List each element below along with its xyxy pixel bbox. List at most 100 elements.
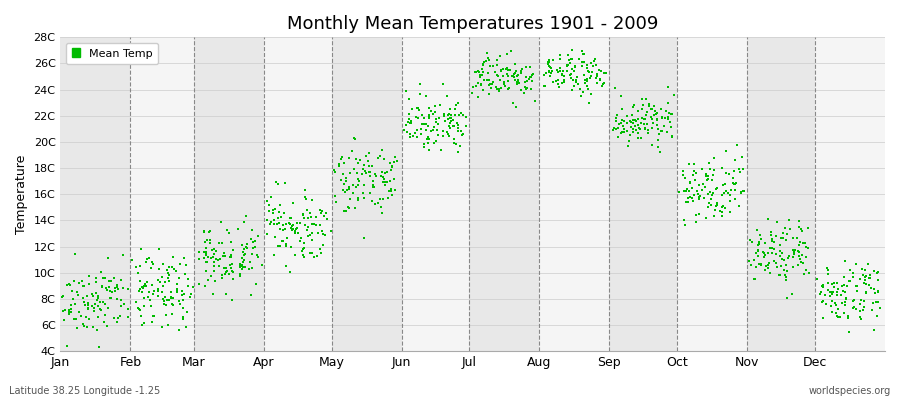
Point [451,125,465,132]
Point [82,280,96,287]
Point [184,290,198,297]
Point [343,196,357,202]
Point [651,144,665,150]
Point [723,208,737,215]
Point [871,277,886,283]
Point [165,300,179,307]
Point [541,59,555,65]
Point [212,263,226,270]
Point [233,271,248,277]
Point [545,79,560,86]
Point [76,299,91,306]
Point [762,270,777,276]
Point [508,68,523,74]
Point [150,288,165,294]
Point [752,231,767,238]
Point [405,106,419,112]
Point [373,153,387,160]
Point [447,106,462,112]
Point [659,107,673,114]
Point [764,250,778,256]
Point [700,177,715,184]
Point [715,213,729,219]
Point [506,100,520,106]
Point [682,180,697,187]
Point [237,219,251,226]
Point [499,66,513,72]
Point [403,134,418,140]
Point [95,274,110,281]
Point [166,266,181,272]
Point [513,70,527,76]
Point [422,105,436,112]
Point [418,127,433,133]
Point [566,82,580,89]
Point [306,220,320,227]
Point [770,263,784,270]
Point [441,131,455,138]
Point [249,281,264,287]
Point [132,278,147,284]
Point [476,61,491,68]
Point [141,289,156,295]
Point [799,244,814,250]
Point [233,264,248,270]
Point [276,226,291,233]
Point [626,104,641,110]
Point [859,288,873,295]
Point [204,247,219,253]
Point [552,84,566,90]
Point [709,203,724,210]
Point [222,230,237,236]
Point [366,178,381,184]
Point [833,292,848,298]
Point [95,282,110,289]
Point [421,115,436,121]
Point [130,305,145,311]
Point [304,213,319,220]
Point [431,131,446,138]
Point [446,117,460,123]
Point [870,313,885,319]
Point [176,304,190,311]
Point [723,192,737,198]
Point [323,227,338,234]
Point [550,67,564,73]
Point [132,306,147,312]
Point [677,187,691,194]
Point [279,241,293,248]
Point [754,262,769,268]
Point [839,295,853,301]
Point [302,214,316,221]
Point [81,305,95,312]
Point [849,306,863,312]
Point [447,112,462,118]
Point [742,258,757,265]
Point [493,67,508,73]
Point [185,284,200,290]
Point [111,315,125,321]
Point [764,245,778,251]
Point [243,258,257,265]
Point [474,66,489,72]
Point [316,230,330,237]
Point [608,126,623,133]
Point [816,315,831,321]
Point [382,160,397,166]
Point [58,317,72,324]
Point [821,287,835,293]
Point [661,114,675,120]
Point [98,285,112,292]
Point [556,72,571,79]
Point [206,291,220,297]
Point [212,239,227,246]
Point [288,228,302,234]
Point [747,256,761,263]
Point [307,221,321,227]
Point [274,202,288,208]
Point [80,324,94,330]
Point [380,169,394,175]
Point [170,280,184,287]
Point [223,254,238,260]
Point [162,264,176,271]
